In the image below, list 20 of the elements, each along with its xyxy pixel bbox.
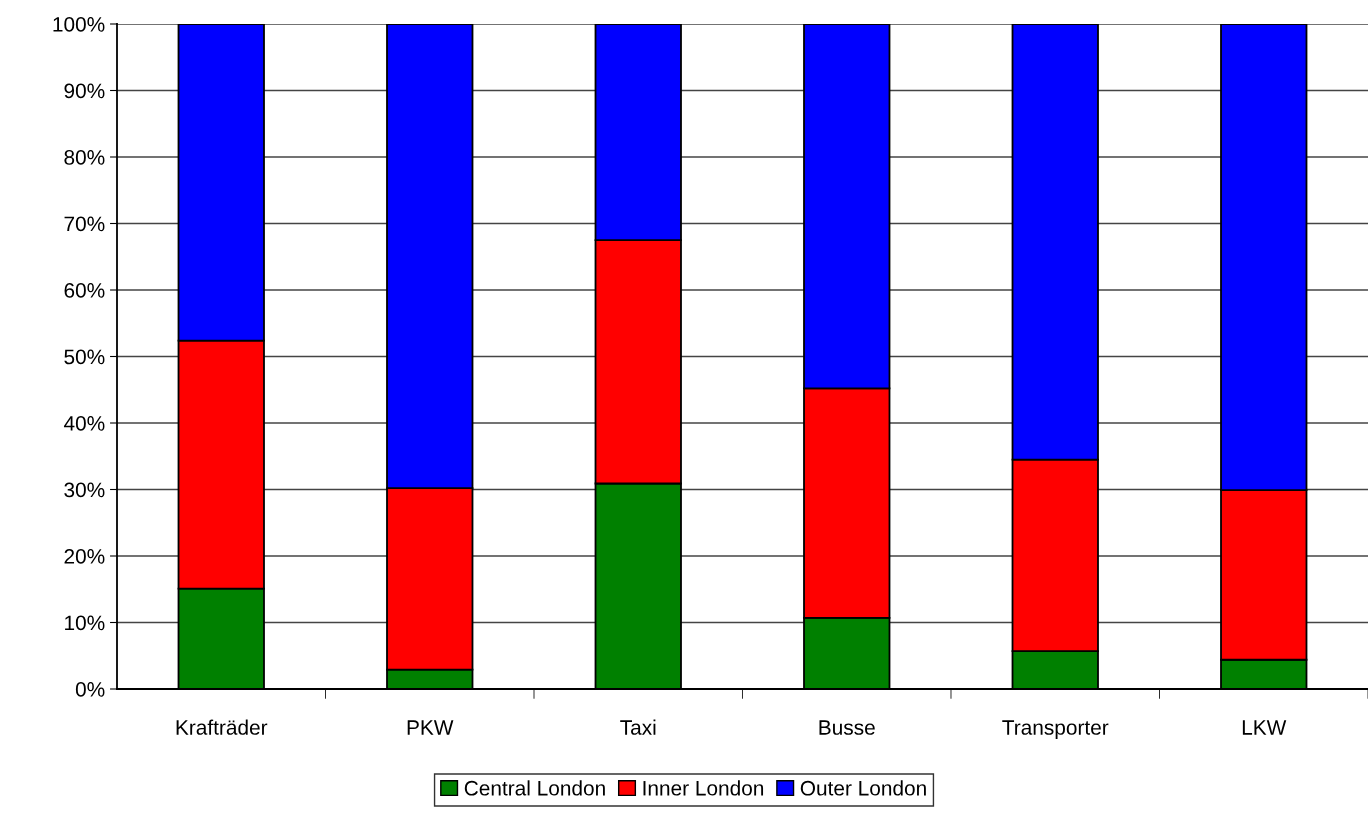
y-tick-label: 0% [75, 682, 105, 697]
x-tick-label: LKW [1242, 720, 1287, 735]
y-tick-label: 60% [64, 283, 105, 298]
x-tick-label: Krafträder [176, 719, 268, 735]
legend-label: Inner London [643, 780, 764, 796]
y-tick-label: 20% [64, 549, 105, 564]
y-tick-label: 100% [53, 17, 105, 32]
y-tick-label: 10% [65, 615, 105, 631]
legend-label: Central London [464, 780, 605, 796]
y-tick-label: 90% [64, 83, 105, 99]
x-tick-label: Taxi [620, 719, 656, 735]
y-tick-label: 70% [64, 216, 105, 232]
x-tick-label: Transporter [1002, 720, 1109, 739]
legend-label: Outer London [800, 780, 926, 796]
y-tick-label: 80% [64, 150, 105, 165]
y-tick-label: 40% [63, 416, 105, 431]
y-tick-label: 30% [64, 482, 105, 498]
x-tick-label: Busse [819, 720, 875, 735]
y-tick-label: 50% [64, 349, 105, 365]
x-tick-label: PKW [407, 720, 454, 735]
